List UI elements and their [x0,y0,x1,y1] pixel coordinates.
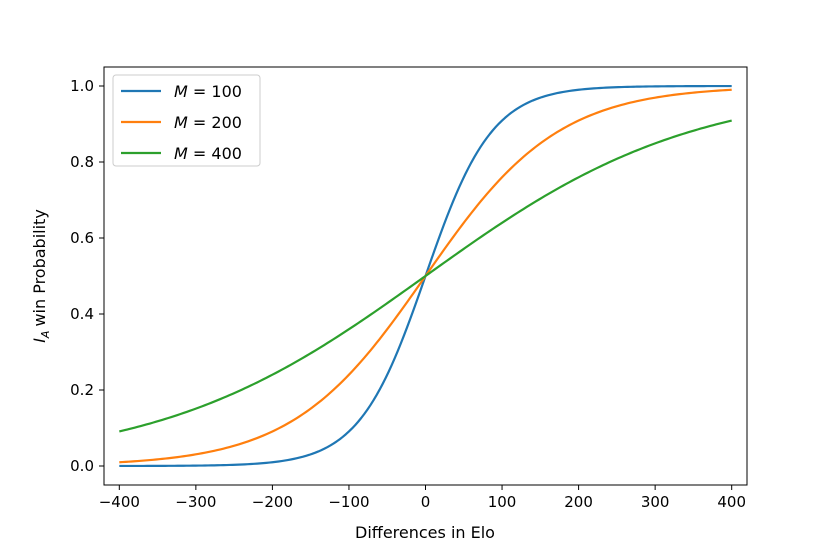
y-axis-label-subscript: A [39,331,52,340]
legend-label: M = 400 [174,144,242,163]
legend-label-value: = 200 [188,113,242,132]
legend-label-value: = 100 [188,82,242,101]
x-tick-label: −300 [175,493,216,511]
x-tick-label: −400 [99,493,140,511]
legend-label-symbol: M [174,113,188,132]
y-tick-label: 0.4 [70,305,94,323]
x-axis-label: Differences in Elo [355,523,495,542]
x-tick-label: 300 [641,493,670,511]
y-tick-label: 0.2 [70,381,94,399]
legend-label-value: = 400 [188,144,242,163]
x-tick-label: −100 [328,493,369,511]
x-axis: −400 −300 −200 −100 0 100 200 300 400 [99,485,746,511]
y-tick-label: 0.6 [70,229,94,247]
legend-entry: M = 100 [121,82,242,101]
legend-entry: M = 200 [121,113,242,132]
y-tick-label: 0.8 [70,153,94,171]
y-axis: 0.0 0.2 0.4 0.6 0.8 1.0 [70,77,104,475]
legend-label: M = 200 [174,113,242,132]
y-axis-label-group: IAwin Probability [30,209,52,343]
y-axis-label-text: win Probability [30,209,49,326]
x-tick-label: 100 [488,493,517,511]
series-layer [119,84,732,468]
legend-label-symbol: M [174,82,188,101]
x-tick-label: 400 [717,493,746,511]
x-tick-label: 200 [564,493,593,511]
x-tick-label: 0 [421,493,431,511]
y-axis-label: IAwin Probability [30,209,52,343]
legend-entry: M = 400 [121,144,242,163]
series-line-m400 [119,119,732,433]
y-axis-label-symbol: I [30,338,49,343]
y-tick-label: 0.0 [70,457,94,475]
legend-box [112,74,261,167]
legend-label: M = 100 [174,82,242,101]
legend-label-symbol: M [174,144,188,163]
x-tick-label: −200 [252,493,293,511]
y-tick-label: 1.0 [70,77,94,95]
